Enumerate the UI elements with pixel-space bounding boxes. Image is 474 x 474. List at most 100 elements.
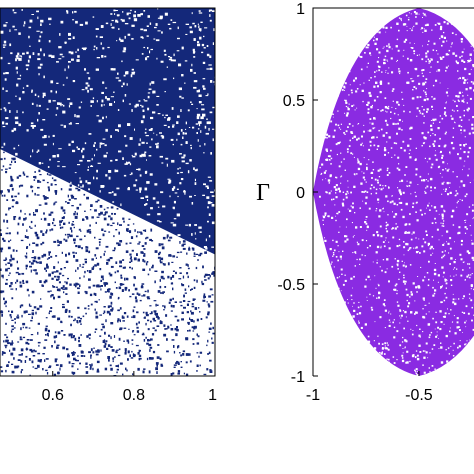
left-scatter-point bbox=[99, 314, 102, 316]
left-scatter-point bbox=[10, 288, 14, 290]
right-scatter-gap bbox=[422, 31, 424, 33]
left-scatter-point bbox=[75, 359, 77, 362]
left-scatter-point bbox=[157, 30, 161, 32]
left-scatter-point bbox=[195, 253, 199, 255]
right-scatter-gap bbox=[341, 273, 343, 275]
left-scatter-point bbox=[193, 320, 195, 323]
right-scatter-gap bbox=[442, 222, 444, 225]
left-scatter-point bbox=[128, 103, 131, 105]
right-scatter-gap bbox=[470, 42, 473, 44]
right-scatter-gap bbox=[329, 111, 332, 114]
left-scatter-point bbox=[159, 155, 163, 158]
left-scatter-point bbox=[169, 254, 172, 257]
right-scatter-gap bbox=[331, 216, 334, 219]
left-scatter-point bbox=[98, 119, 102, 123]
left-scatter-point bbox=[11, 129, 14, 133]
right-scatter-gap bbox=[335, 184, 338, 187]
left-scatter-point bbox=[203, 373, 207, 376]
left-scatter-point bbox=[30, 319, 33, 322]
right-scatter-gap bbox=[398, 244, 401, 247]
right-scatter-gap bbox=[382, 187, 384, 189]
right-scatter-gap bbox=[398, 29, 400, 32]
right-scatter-gap bbox=[385, 26, 388, 29]
left-scatter-point bbox=[126, 315, 129, 318]
left-scatter-point bbox=[176, 251, 180, 254]
left-scatter-point bbox=[23, 310, 26, 314]
left-scatter-point bbox=[148, 357, 152, 360]
left-scatter-point bbox=[37, 16, 39, 20]
left-scatter-point bbox=[53, 266, 56, 269]
right-scatter-gap bbox=[397, 268, 399, 270]
left-scatter-point bbox=[31, 309, 34, 312]
right-scatter-gap bbox=[450, 115, 452, 117]
right-scatter-gap bbox=[458, 100, 460, 102]
left-scatter-point bbox=[10, 316, 12, 319]
left-scatter-point bbox=[31, 316, 33, 319]
left-scatter-point bbox=[111, 27, 113, 29]
left-scatter-point bbox=[49, 365, 52, 368]
right-scatter-gap bbox=[393, 362, 396, 364]
right-scatter-gap bbox=[426, 111, 428, 113]
left-scatter-point bbox=[203, 246, 207, 249]
right-scatter-gap bbox=[423, 356, 426, 359]
right-scatter-gap bbox=[461, 311, 464, 313]
left-scatter-point bbox=[179, 182, 182, 185]
right-scatter-gap bbox=[401, 341, 404, 343]
right-scatter-gap bbox=[437, 127, 440, 130]
left-scatter-point bbox=[101, 91, 104, 94]
left-scatter-point bbox=[25, 342, 28, 344]
left-scatter-point bbox=[166, 328, 168, 330]
left-scatter-point bbox=[101, 55, 104, 58]
left-scatter-point bbox=[95, 353, 99, 356]
left-scatter-point bbox=[206, 53, 210, 57]
left-scatter-point bbox=[33, 256, 37, 260]
right-scatter-gap bbox=[349, 139, 351, 142]
left-scatter-point bbox=[72, 36, 75, 39]
right-scatter-gap bbox=[358, 123, 360, 125]
left-scatter-point bbox=[99, 205, 103, 208]
left-scatter-point bbox=[151, 333, 155, 336]
left-scatter-point bbox=[84, 235, 86, 237]
left-scatter-point bbox=[32, 242, 36, 244]
left-scatter-point bbox=[74, 337, 77, 341]
left-scatter-point bbox=[0, 247, 4, 250]
left-scatter-point bbox=[8, 232, 11, 235]
right-scatter-gap bbox=[458, 326, 460, 328]
left-scatter-point bbox=[13, 217, 16, 221]
left-scatter-point bbox=[5, 117, 9, 120]
right-scatter-gap bbox=[408, 248, 411, 250]
right-scatter-gap bbox=[407, 249, 410, 252]
right-scatter-gap bbox=[431, 163, 434, 166]
left-scatter-point bbox=[192, 330, 195, 332]
left-scatter-point bbox=[36, 10, 39, 13]
left-scatter-point bbox=[51, 228, 53, 230]
right-scatter-gap bbox=[415, 251, 419, 254]
left-scatter-point bbox=[149, 22, 152, 25]
left-scatter-point bbox=[135, 179, 138, 182]
right-scatter-gap bbox=[387, 363, 389, 365]
right-scatter-gap bbox=[409, 181, 412, 184]
left-scatter-point bbox=[183, 306, 186, 309]
right-scatter-gap bbox=[352, 252, 354, 254]
left-scatter-point bbox=[5, 213, 8, 216]
left-scatter-point bbox=[147, 95, 150, 99]
right-scatter-gap bbox=[468, 36, 471, 39]
left-scatter-point bbox=[173, 350, 176, 354]
left-scatter-point bbox=[206, 368, 209, 371]
left-scatter-point bbox=[170, 304, 173, 308]
left-scatter-point bbox=[66, 300, 69, 303]
left-scatter-point bbox=[157, 256, 161, 259]
left-scatter-point bbox=[16, 365, 19, 369]
right-scatter-gap bbox=[336, 276, 339, 279]
right-scatter-gap bbox=[337, 259, 339, 262]
left-scatter-point bbox=[27, 59, 30, 63]
left-scatter-point bbox=[72, 371, 76, 375]
left-scatter-point bbox=[50, 80, 54, 84]
left-scatter-point bbox=[119, 319, 121, 323]
right-scatter-gap bbox=[456, 61, 459, 65]
left-scatter-point bbox=[75, 245, 78, 248]
left-scatter-point bbox=[77, 245, 81, 249]
right-scatter-gap bbox=[411, 47, 414, 49]
right-scatter-gap bbox=[429, 178, 432, 180]
left-scatter-point bbox=[65, 239, 68, 242]
